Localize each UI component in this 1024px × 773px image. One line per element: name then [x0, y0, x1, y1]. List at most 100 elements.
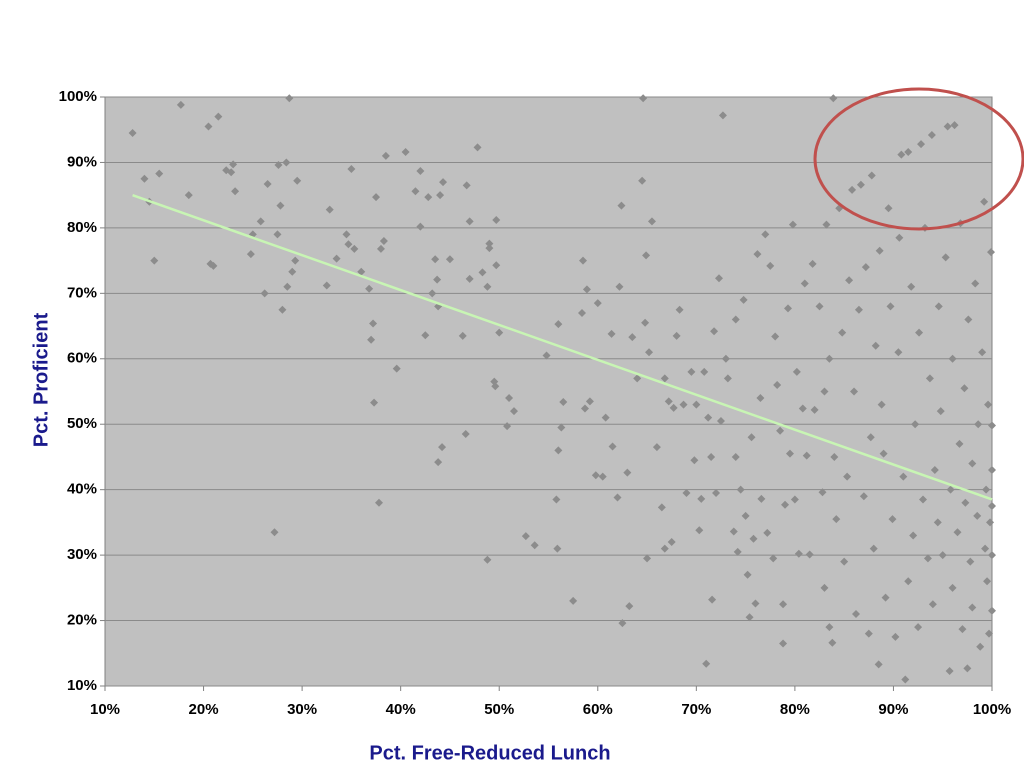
point — [542, 351, 551, 360]
point — [981, 544, 990, 553]
point — [802, 451, 811, 460]
point — [582, 285, 591, 294]
point — [757, 494, 766, 503]
point — [617, 201, 626, 210]
point — [374, 498, 383, 507]
point — [779, 639, 788, 648]
point — [638, 176, 647, 185]
point — [692, 400, 701, 409]
point — [669, 403, 678, 412]
point — [652, 443, 661, 452]
point — [822, 220, 831, 229]
point — [227, 168, 236, 177]
point — [899, 472, 908, 481]
point — [904, 147, 913, 156]
point — [628, 333, 637, 342]
point — [204, 122, 213, 131]
point — [891, 632, 900, 641]
point — [633, 374, 642, 383]
point — [874, 660, 883, 669]
point — [214, 112, 223, 121]
point — [884, 204, 893, 213]
point — [950, 121, 959, 130]
point — [911, 420, 920, 429]
point — [591, 471, 600, 480]
point — [707, 452, 716, 461]
point — [716, 416, 725, 425]
point — [866, 433, 875, 442]
point — [461, 430, 470, 439]
point — [800, 279, 809, 288]
point — [672, 331, 681, 340]
x-tick-label: 10% — [90, 701, 120, 718]
point — [864, 629, 873, 638]
point — [715, 274, 724, 283]
point — [933, 518, 942, 527]
point — [895, 233, 904, 242]
point — [623, 468, 632, 477]
point — [861, 263, 870, 272]
point — [601, 413, 610, 422]
point — [128, 128, 137, 137]
point — [930, 466, 939, 475]
highlight-ellipse — [813, 87, 1024, 231]
y-tick-label: 60% — [67, 350, 97, 367]
point — [820, 387, 829, 396]
x-tick-label: 60% — [583, 701, 613, 718]
point — [485, 239, 494, 248]
point — [845, 276, 854, 285]
point — [936, 407, 945, 416]
point — [945, 666, 954, 675]
y-tick-label: 90% — [67, 153, 97, 170]
point — [710, 327, 719, 336]
point — [964, 315, 973, 324]
point — [291, 256, 300, 265]
point — [276, 201, 285, 210]
point — [982, 485, 991, 494]
point — [554, 446, 563, 455]
point — [948, 354, 957, 363]
point — [776, 426, 785, 435]
grid — [100, 96, 993, 691]
point — [723, 374, 732, 383]
point — [392, 364, 401, 373]
point — [285, 94, 294, 103]
point — [664, 397, 673, 406]
point — [492, 261, 501, 270]
point — [155, 169, 164, 178]
point — [552, 495, 561, 504]
point — [554, 320, 563, 329]
point — [530, 541, 539, 550]
y-tick-label: 100% — [59, 88, 97, 105]
point — [781, 500, 790, 509]
point — [702, 659, 711, 668]
point — [769, 554, 778, 563]
point — [856, 180, 865, 189]
point — [721, 354, 730, 363]
point — [369, 319, 378, 328]
point — [288, 267, 297, 276]
point — [955, 439, 964, 448]
point — [985, 629, 994, 638]
point — [792, 367, 801, 376]
point — [278, 305, 287, 314]
point — [869, 544, 878, 553]
point — [843, 472, 852, 481]
point — [871, 341, 880, 350]
point — [879, 449, 888, 458]
point — [971, 279, 980, 288]
y-tick-label: 20% — [67, 612, 97, 629]
point — [974, 420, 983, 429]
point — [948, 583, 957, 592]
point — [829, 94, 838, 103]
point — [731, 452, 740, 461]
point — [246, 250, 255, 259]
point — [987, 248, 996, 257]
point — [953, 528, 962, 537]
point — [342, 230, 351, 239]
point — [436, 191, 445, 200]
point — [840, 557, 849, 566]
point — [229, 160, 238, 169]
point — [445, 255, 454, 264]
point — [756, 394, 765, 403]
